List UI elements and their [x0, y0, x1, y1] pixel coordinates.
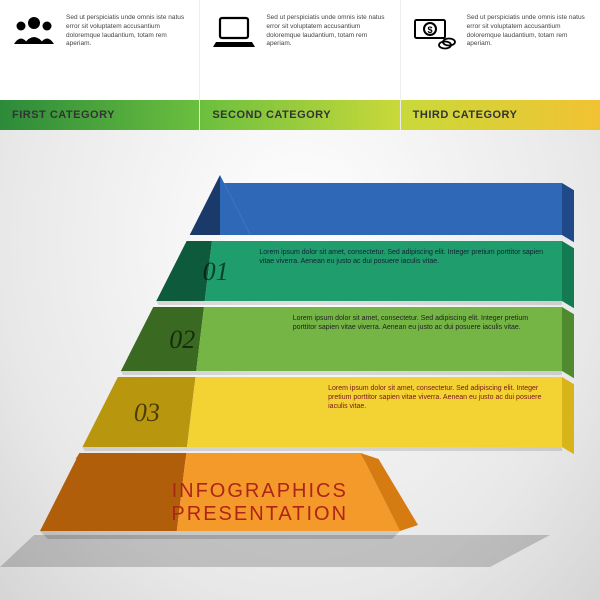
category-1: Sed ut perspiciatis unde omnis iste natu…: [0, 0, 200, 130]
band-text: Lorem ipsum dolor sit amet, consectetur.…: [293, 315, 550, 333]
category-3: $ Sed ut perspiciatis unde omnis iste na…: [401, 0, 600, 130]
band-number: 03: [120, 398, 160, 428]
band-text: Lorem ipsum dolor sit amet, consectetur.…: [328, 385, 550, 411]
band-number: 02: [155, 325, 195, 355]
category-1-bar: FIRST CATEGORY: [0, 100, 199, 130]
pyramid-svg: [0, 150, 600, 600]
svg-text:$: $: [427, 25, 432, 35]
pyramid: 01 Lorem ipsum dolor sit amet, consectetu…: [0, 150, 600, 600]
money-icon: $: [413, 14, 457, 52]
laptop-icon: [212, 14, 256, 52]
people-icon: [12, 14, 56, 52]
band-number: 01: [189, 257, 229, 287]
category-1-text: Sed ut perspiciatis unde omnis iste natu…: [66, 14, 187, 49]
category-3-label: THIRD CATEGORY: [413, 109, 518, 121]
category-1-label: FIRST CATEGORY: [12, 109, 115, 121]
category-2-bar: SECOND CATEGORY: [200, 100, 399, 130]
pyramid-base-title: INFOGRAPHICS PRESENTATION: [139, 480, 380, 526]
category-2: Sed ut perspiciatis unde omnis iste natu…: [200, 0, 400, 130]
category-2-label: SECOND CATEGORY: [212, 109, 331, 121]
category-3-text: Sed ut perspiciatis unde omnis iste natu…: [467, 14, 588, 49]
category-3-bar: THIRD CATEGORY: [401, 100, 600, 130]
category-2-text: Sed ut perspiciatis unde omnis iste natu…: [266, 14, 387, 49]
category-row: Sed ut perspiciatis unde omnis iste natu…: [0, 0, 600, 130]
band-text: Lorem ipsum dolor sit amet, consectetur.…: [259, 249, 550, 267]
